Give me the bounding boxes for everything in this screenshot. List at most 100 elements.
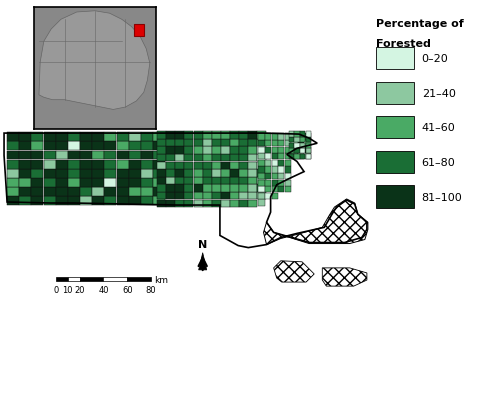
Polygon shape [322,268,367,286]
Text: 41–60: 41–60 [422,123,456,133]
Bar [258,141,264,147]
Bar [376,48,414,70]
Bar [272,141,278,147]
Bar [248,185,257,192]
Bar [285,134,291,140]
Bar [285,173,291,180]
Bar [166,147,175,154]
Bar [248,177,257,185]
Bar [32,169,44,178]
Bar [272,173,278,180]
Bar [258,147,264,153]
Text: 81–100: 81–100 [422,192,463,202]
Bar [194,170,202,177]
Bar [80,160,92,169]
Bar [7,133,19,142]
Bar [221,147,230,154]
Bar [184,193,194,200]
Bar [239,200,248,207]
Bar [80,151,92,160]
Bar [278,141,284,147]
Bar [194,177,202,185]
Bar [258,160,264,166]
Bar [153,169,165,178]
Bar [20,179,31,188]
Text: 10: 10 [62,286,73,294]
Bar [56,188,68,196]
Bar [56,197,68,205]
Bar [292,147,298,153]
Bar [141,142,153,151]
Bar [265,141,272,147]
Bar [230,155,239,162]
Bar [176,139,184,147]
Bar [221,139,230,147]
Bar [92,197,104,205]
Bar [7,197,19,205]
Bar [44,160,56,169]
Bar [116,188,128,196]
Bar [56,169,68,178]
Bar [258,200,264,206]
Bar [194,139,202,147]
Bar [44,151,56,160]
Bar [116,160,128,169]
Bar [304,141,311,147]
Bar [304,134,311,140]
Bar [212,185,220,192]
Bar [176,132,184,139]
Bar [306,143,311,148]
Bar [202,170,211,177]
Bar [166,155,175,162]
Bar [194,147,202,154]
Bar [184,132,194,139]
Bar [202,177,211,185]
Bar [194,155,202,162]
Bar [80,197,92,205]
Bar [221,155,230,162]
Bar [230,162,239,170]
Bar [248,132,257,139]
Bar [221,162,230,170]
Bar [300,143,306,148]
Bar [92,188,104,196]
Bar [44,197,56,205]
Bar [289,132,294,137]
Bar [212,200,220,207]
Bar [32,179,44,188]
Bar [20,188,31,196]
Bar [128,151,140,160]
Text: 40: 40 [98,286,108,294]
Bar [104,160,117,169]
Bar [20,169,31,178]
Bar [306,138,311,143]
Text: 21–40: 21–40 [422,88,456,98]
Polygon shape [264,200,368,245]
Bar [258,180,264,186]
Bar [157,200,166,207]
Bar [239,155,248,162]
Bar [153,133,165,142]
Bar [258,173,264,180]
Bar [212,193,220,200]
Bar [239,147,248,154]
Bar [32,142,44,151]
Bar [258,134,264,140]
Bar [44,133,56,142]
Bar [202,147,211,154]
Text: Percentage of: Percentage of [376,19,464,29]
Bar [212,170,220,177]
Bar [116,197,128,205]
Text: Forested: Forested [376,39,430,49]
Polygon shape [274,261,314,282]
Bar [166,177,175,185]
Bar [265,167,272,173]
Bar [116,169,128,178]
Bar [239,139,248,147]
Bar [258,170,266,177]
Bar [157,170,166,177]
Bar [32,151,44,160]
Bar [300,132,306,137]
Bar [153,160,165,169]
Bar [221,200,230,207]
